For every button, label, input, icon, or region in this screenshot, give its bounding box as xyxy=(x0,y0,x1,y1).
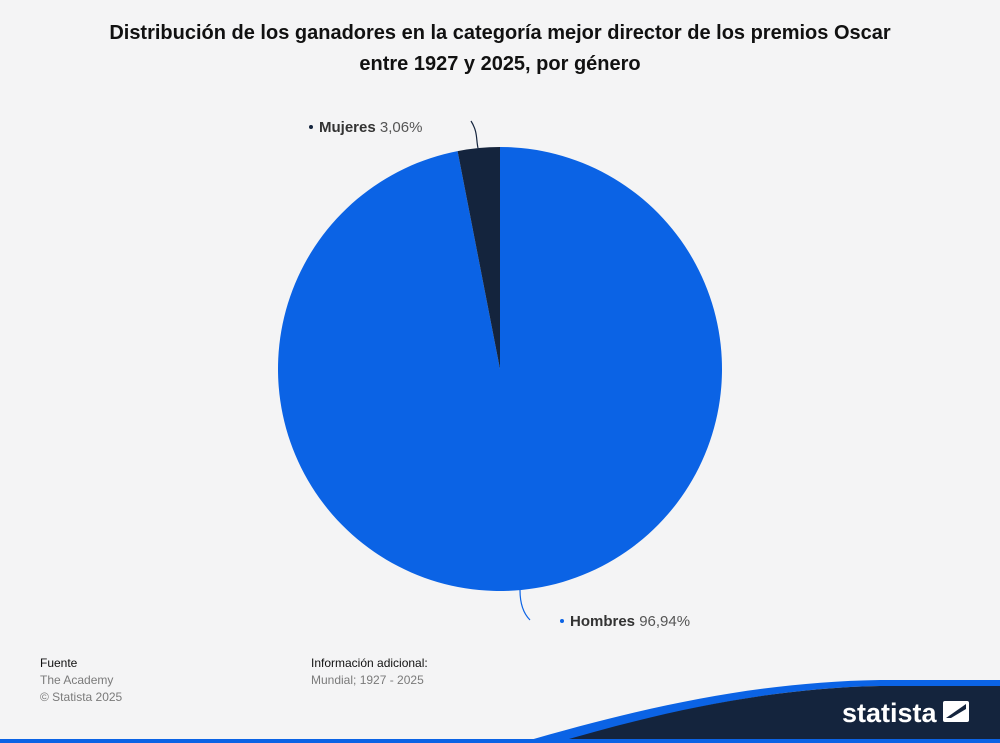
label-bullet-hombres xyxy=(560,619,564,623)
brand-wave-accent xyxy=(520,680,1000,743)
additional-info-heading[interactable]: Información adicional: xyxy=(311,656,428,670)
additional-info-text: Mundial; 1927 - 2025 xyxy=(311,673,424,687)
source-name[interactable]: The Academy xyxy=(40,673,114,687)
source-heading: Fuente xyxy=(40,656,78,670)
pie-slice-mujeres[interactable] xyxy=(457,147,500,369)
data-label-hombres: Hombres 96,94% xyxy=(570,613,690,630)
statista-logo-icon xyxy=(943,701,969,722)
copyright-text: © Statista 2025 xyxy=(40,690,123,704)
brand-bottom-line xyxy=(0,739,1000,743)
chart-title-line-2: entre 1927 y 2025, por género xyxy=(359,53,641,75)
additional-info-block: Información adicional: Mundial; 1927 - 2… xyxy=(311,655,428,689)
chart-title: Distribución de los ganadores en la cate… xyxy=(60,18,940,80)
brand-wave-dark xyxy=(555,686,1000,743)
statista-logo-text: statista xyxy=(842,698,938,728)
source-block: Fuente The Academy © Statista 2025 xyxy=(40,655,122,706)
leader-line-mujeres xyxy=(470,120,479,149)
label-bullet-mujeres xyxy=(309,125,313,129)
data-label-mujeres: Mujeres 3,06% xyxy=(319,119,422,136)
leader-line-hombres xyxy=(519,589,531,621)
chart-title-line-1: Distribución de los ganadores en la cate… xyxy=(109,22,891,44)
